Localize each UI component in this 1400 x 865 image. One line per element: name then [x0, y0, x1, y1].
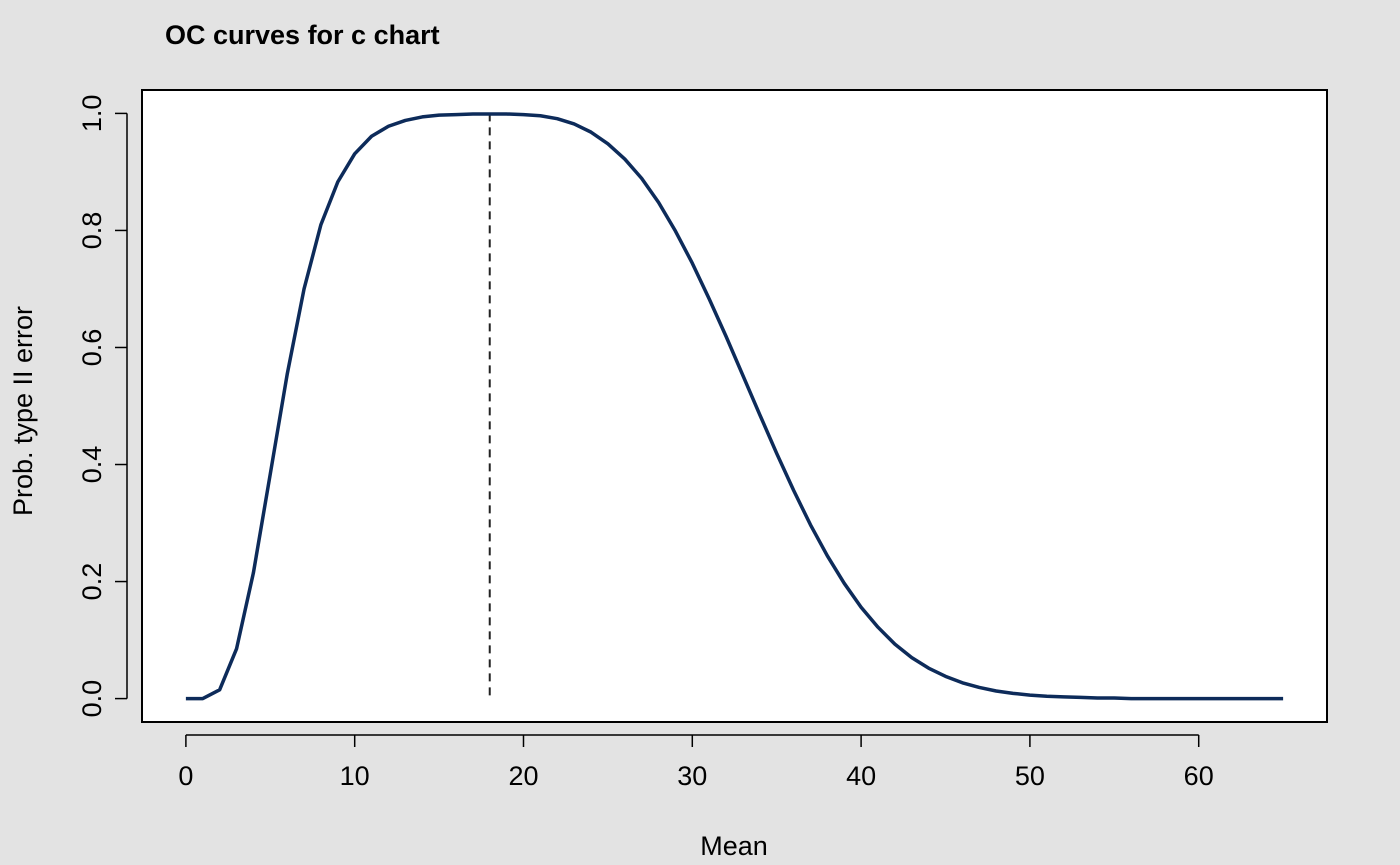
- x-tick-label: 10: [340, 761, 370, 791]
- y-tick-label: 0.4: [77, 446, 107, 484]
- plot-area: [142, 90, 1327, 722]
- x-tick-label: 40: [846, 761, 876, 791]
- x-tick-label: 60: [1184, 761, 1214, 791]
- x-tick-label: 20: [508, 761, 538, 791]
- y-tick-label: 0.6: [77, 329, 107, 367]
- y-tick-label: 0.0: [77, 680, 107, 718]
- series-line-0: [185, 112, 1284, 701]
- x-tick-label: 0: [178, 761, 193, 791]
- chart-title: OC curves for c chart: [165, 20, 440, 50]
- y-tick-label: 0.8: [77, 212, 107, 250]
- y-axis-label: Prob. type II error: [8, 306, 38, 516]
- y-tick-label: 1.0: [77, 95, 107, 133]
- plot-frame: [141, 89, 1328, 723]
- x-tick-label: 50: [1015, 761, 1045, 791]
- x-tick-label: 30: [677, 761, 707, 791]
- y-axis: 0.0 0.2 0.4 0.6 0.8 1.0: [77, 95, 128, 718]
- x-axis-label: Mean: [700, 831, 768, 861]
- y-tick-label: 0.2: [77, 563, 107, 601]
- x-axis: 0 10 20 30 40 50 60: [178, 734, 1214, 791]
